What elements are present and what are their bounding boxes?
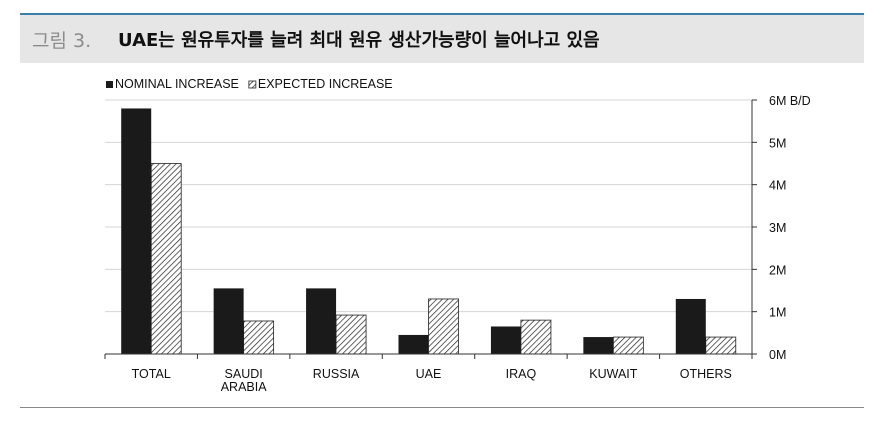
bar-expected — [612, 336, 644, 355]
bar-expected — [428, 298, 459, 355]
bar-expected — [335, 314, 367, 355]
y-tick-label: 1M — [769, 306, 786, 320]
bar-nominal — [490, 326, 521, 354]
bar-expected — [150, 163, 182, 355]
footer-rule — [20, 407, 864, 408]
legend-swatch-nominal — [106, 81, 113, 88]
bar-nominal — [675, 298, 706, 354]
gridlines — [105, 99, 752, 313]
y-tick-label: 6M B/D — [769, 94, 811, 108]
legend-label: NOMINAL INCREASE — [115, 77, 239, 91]
y-tick-label: 3M — [769, 221, 786, 235]
y-tick-label: 0M — [769, 348, 786, 362]
x-category-label: TOTAL — [132, 367, 171, 381]
figure-title: UAE는 원유투자를 늘려 최대 원유 생산가능량이 늘어나고 있음 — [118, 30, 600, 51]
x-category-label: ARABIA — [221, 380, 268, 394]
legend-swatch-expected — [248, 80, 257, 89]
header-top-rule — [20, 13, 864, 15]
legend-label: EXPECTED INCREASE — [258, 77, 393, 91]
x-category-label: RUSSIA — [313, 367, 360, 381]
figure-header: 그림 3. UAE는 원유투자를 늘려 최대 원유 생산가능량이 늘어나고 있음 — [20, 15, 864, 63]
bar-expected — [520, 319, 552, 355]
legend: NOMINAL INCREASE EXPECTED INCREASE — [106, 77, 393, 91]
bar-nominal — [583, 337, 614, 354]
x-category-label: SAUDI — [225, 367, 263, 381]
bar-nominal — [398, 334, 429, 354]
bar-nominal — [121, 108, 152, 354]
y-tick-label: 5M — [769, 136, 786, 150]
figure-number: 그림 3. — [32, 30, 92, 52]
x-category-label: IRAQ — [506, 367, 537, 381]
x-category-label: OTHERS — [680, 367, 732, 381]
y-tick-label: 4M — [769, 179, 786, 193]
bar-nominal — [213, 288, 244, 354]
bar-expected — [705, 336, 737, 355]
x-category-label: UAE — [416, 367, 442, 381]
y-tick-label: 2M — [769, 263, 786, 277]
bar-nominal — [306, 288, 337, 354]
bars — [121, 108, 737, 355]
x-category-label: KUWAIT — [589, 367, 638, 381]
bar-expected — [243, 320, 275, 355]
